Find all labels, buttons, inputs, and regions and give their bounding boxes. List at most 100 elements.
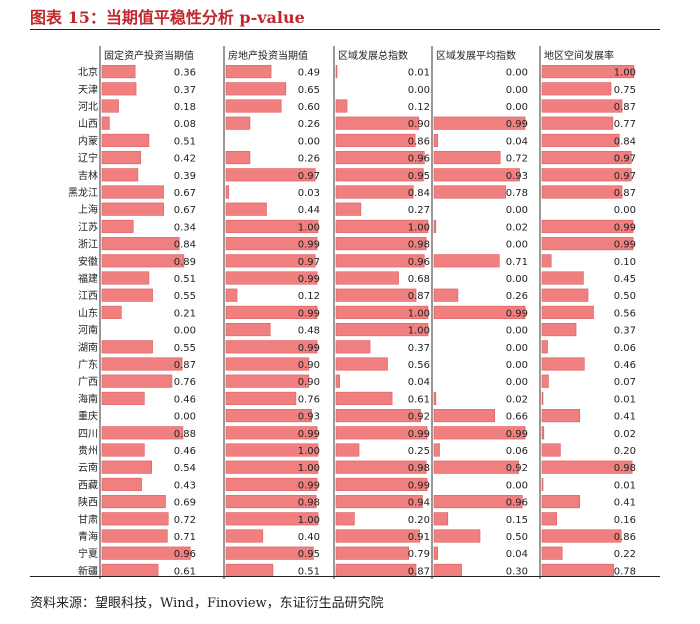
data-value-label: 1.00	[298, 446, 320, 457]
data-bar	[335, 546, 409, 560]
data-value-label: 0.87	[614, 188, 636, 199]
data-value-label: 0.02	[506, 394, 528, 405]
data-value-label: 1.00	[408, 326, 430, 337]
data-value-label: 0.04	[506, 136, 528, 147]
row-label: 上海	[78, 203, 98, 216]
data-value-label: 0.37	[174, 85, 196, 96]
data-bar	[541, 151, 632, 165]
data-value-label: 0.00	[506, 205, 528, 216]
data-bar	[335, 357, 388, 371]
data-value-label: 0.99	[614, 222, 636, 233]
data-value-label: 0.90	[298, 377, 320, 388]
data-bar	[433, 409, 496, 423]
data-value-label: 0.25	[408, 446, 430, 457]
row-label: 湖南	[78, 341, 98, 354]
data-value-label: 0.41	[614, 498, 636, 509]
data-bar	[335, 305, 429, 319]
data-value-label: 1.00	[298, 463, 320, 474]
data-bar	[541, 254, 552, 268]
data-bar	[101, 357, 183, 371]
data-value-label: 0.78	[506, 188, 528, 199]
data-bar	[541, 477, 544, 491]
data-value-label: 0.12	[408, 102, 430, 113]
data-value-label: 1.00	[408, 308, 430, 319]
data-value-label: 0.91	[408, 532, 430, 543]
data-value-label: 0.99	[506, 119, 528, 130]
source-note: 资料来源：望眼科技，Wind，Finoview，东证衍生品研究院	[30, 596, 384, 611]
data-value-label: 0.71	[174, 532, 196, 543]
data-value-label: 0.84	[174, 240, 196, 251]
data-value-label: 0.51	[298, 566, 320, 577]
data-value-label: 1.00	[298, 515, 320, 526]
data-bar	[433, 391, 437, 405]
data-value-label: 0.10	[614, 257, 636, 268]
data-bar	[101, 65, 136, 79]
data-value-label: 0.06	[614, 343, 636, 354]
chart-title: 图表 15：当期值平稳性分析 p-value	[30, 8, 305, 27]
row-label: 山西	[78, 118, 98, 130]
data-bar	[433, 288, 459, 302]
data-bar	[101, 512, 169, 526]
data-value-label: 0.87	[408, 291, 430, 302]
data-value-label: 0.67	[174, 205, 196, 216]
data-bar	[433, 168, 520, 182]
data-value-label: 0.79	[408, 549, 430, 560]
data-value-label: 0.27	[408, 205, 430, 216]
data-bar	[335, 116, 420, 130]
data-bar	[541, 65, 635, 79]
data-bar	[225, 426, 318, 440]
row-label: 辽宁	[78, 152, 98, 165]
data-value-label: 0.39	[174, 171, 196, 182]
data-bar	[335, 409, 421, 423]
data-bar	[541, 305, 594, 319]
data-value-label: 0.22	[614, 549, 636, 560]
row-label: 安徽	[78, 255, 98, 268]
row-label: 黑龙江	[68, 186, 98, 199]
data-value-label: 0.50	[614, 291, 636, 302]
data-value-label: 0.99	[506, 429, 528, 440]
data-value-label: 0.94	[408, 498, 430, 509]
data-bar	[225, 305, 318, 319]
data-bar	[225, 185, 230, 199]
data-bar	[541, 391, 544, 405]
row-label: 河北	[78, 101, 98, 113]
data-value-label: 0.99	[298, 308, 320, 319]
data-value-label: 0.20	[614, 446, 636, 457]
data-value-label: 0.99	[506, 308, 528, 319]
data-value-label: 0.72	[506, 154, 528, 165]
data-value-label: 0.00	[408, 85, 430, 96]
data-bar	[541, 529, 622, 543]
data-bar	[225, 495, 317, 509]
data-bar	[225, 374, 310, 388]
data-bar	[225, 116, 251, 130]
row-label: 江苏	[78, 220, 98, 233]
data-bar	[541, 288, 589, 302]
data-bar	[225, 254, 316, 268]
data-value-label: 0.93	[298, 412, 320, 423]
data-bar	[433, 116, 526, 130]
data-value-label: 0.97	[614, 154, 636, 165]
data-bar	[433, 529, 481, 543]
data-bar	[101, 271, 150, 285]
data-value-label: 0.42	[174, 154, 196, 165]
data-bar	[335, 340, 371, 354]
column-header: 区域发展平均指数	[436, 49, 516, 62]
data-bar	[101, 185, 164, 199]
data-bar	[335, 133, 416, 147]
data-value-label: 0.99	[298, 343, 320, 354]
data-bar	[541, 237, 634, 251]
data-value-label: 0.45	[614, 274, 636, 285]
data-value-label: 0.93	[506, 171, 528, 182]
data-value-label: 0.92	[506, 463, 528, 474]
row-label: 江西	[78, 290, 98, 302]
data-value-label: 0.00	[174, 326, 196, 337]
data-value-label: 0.68	[408, 274, 430, 285]
data-value-label: 0.00	[506, 377, 528, 388]
data-bar	[101, 99, 119, 113]
data-value-label: 0.00	[174, 412, 196, 423]
data-bar	[225, 512, 319, 526]
row-label: 新疆	[78, 564, 98, 577]
data-value-label: 0.02	[614, 429, 636, 440]
data-value-label: 0.88	[174, 429, 196, 440]
data-value-label: 0.07	[614, 377, 636, 388]
